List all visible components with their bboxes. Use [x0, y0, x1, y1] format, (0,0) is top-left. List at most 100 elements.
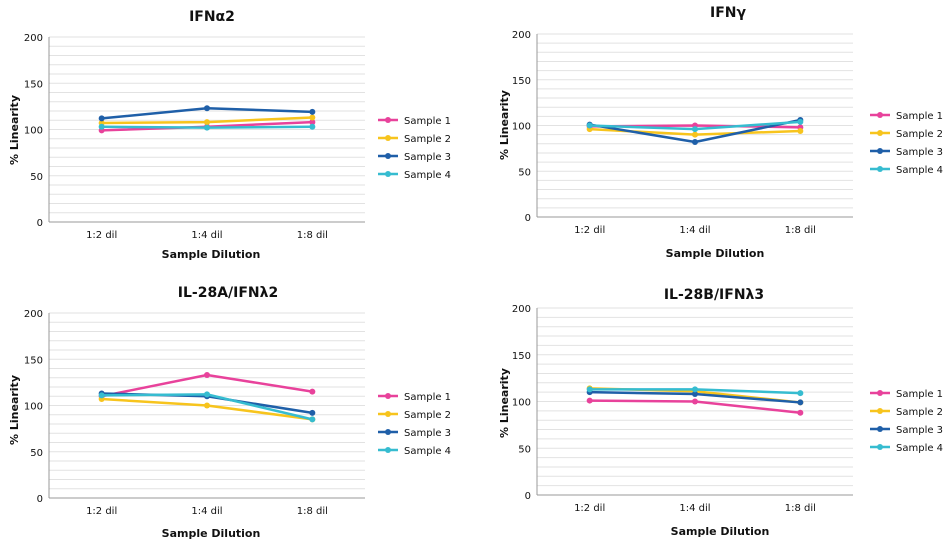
- chart-title: IL-28A/IFNλ2: [178, 285, 278, 301]
- y-tick-label: 200: [24, 309, 43, 320]
- data-point: [204, 119, 210, 126]
- y-tick-label: 150: [512, 76, 531, 87]
- legend-label: Sample 3: [896, 425, 943, 436]
- data-point: [309, 119, 316, 126]
- data-point: [797, 409, 804, 416]
- legend-marker: [877, 444, 883, 450]
- legend-label: Sample 3: [896, 147, 943, 158]
- legend-marker: [877, 408, 883, 414]
- y-tick-label: 0: [525, 213, 531, 224]
- x-tick-label: 1:4 dil: [191, 230, 222, 241]
- x-axis-title: Sample Dilution: [162, 527, 261, 540]
- legend-label: Sample 1: [896, 389, 943, 400]
- x-tick-label: 1:4 dil: [679, 503, 710, 514]
- data-point: [98, 115, 105, 122]
- legend-marker: [877, 112, 883, 118]
- data-point: [692, 398, 698, 405]
- y-tick-label: 200: [512, 30, 531, 41]
- legend-marker: [385, 171, 391, 177]
- legend-label: Sample 2: [404, 134, 451, 145]
- x-axis-title: Sample Dilution: [666, 247, 765, 260]
- x-axis-title: Sample Dilution: [162, 248, 261, 261]
- data-point: [586, 397, 593, 404]
- data-point: [692, 391, 698, 398]
- data-point: [586, 122, 593, 129]
- legend-item: Sample 2: [870, 407, 943, 418]
- y-axis-title: % Linearity: [498, 368, 511, 438]
- y-tick-label: 0: [37, 494, 43, 505]
- data-point: [204, 391, 210, 398]
- legend-item: Sample 2: [378, 134, 451, 145]
- legend-item: Sample 3: [870, 147, 943, 158]
- y-tick-label: 100: [24, 402, 43, 413]
- legend-item: Sample 1: [870, 389, 943, 400]
- x-tick-label: 1:8 dil: [785, 225, 816, 236]
- y-tick-label: 100: [512, 122, 531, 133]
- x-tick-label: 1:8 dil: [297, 230, 328, 241]
- legend-label: Sample 4: [404, 170, 451, 181]
- data-point: [692, 386, 698, 393]
- legend-label: Sample 2: [896, 407, 943, 418]
- legend-item: Sample 3: [378, 428, 451, 439]
- legend-label: Sample 2: [404, 410, 451, 421]
- data-point: [204, 402, 210, 409]
- data-point: [692, 138, 698, 145]
- chart-2: 0 50 100 150 200 1:2 dil 1:4 dil 1:8 dil IFNγ Sam…: [498, 5, 943, 260]
- data-point: [692, 131, 698, 138]
- legend-marker: [877, 148, 883, 154]
- data-point: [797, 127, 804, 134]
- x-tick-label: 1:2 dil: [86, 230, 117, 241]
- data-point: [309, 416, 316, 423]
- legend-label: Sample 3: [404, 152, 451, 163]
- y-tick-label: 0: [525, 491, 531, 502]
- chart-title: IFNγ: [710, 5, 746, 21]
- legend-marker: [877, 390, 883, 396]
- data-point: [309, 123, 316, 130]
- chart-1: 0 50 100 150 200 1:2 dil 1:4 dil 1:8 dil IFNα2 Sa…: [8, 9, 451, 261]
- y-tick-label: 0: [37, 218, 43, 229]
- legend-item: Sample 2: [378, 410, 451, 421]
- data-point: [692, 126, 698, 133]
- legend-label: Sample 1: [404, 392, 451, 403]
- legend-marker: [385, 447, 391, 453]
- legend-marker: [877, 130, 883, 136]
- data-point: [797, 390, 804, 397]
- legend-label: Sample 4: [896, 165, 943, 176]
- data-point: [586, 386, 593, 393]
- x-tick-label: 1:4 dil: [679, 225, 710, 236]
- data-point: [98, 392, 105, 399]
- series-line-2: [101, 397, 313, 421]
- legend-marker: [385, 153, 391, 159]
- chart-4: 0 50 100 150 200 1:2 dil 1:4 dil 1:8 dil IL-28B/…: [498, 287, 943, 538]
- legend-marker: [877, 426, 883, 432]
- legend-label: Sample 3: [404, 428, 451, 439]
- legend-label: Sample 1: [896, 111, 943, 122]
- y-tick-label: 150: [24, 79, 43, 90]
- legend-item: Sample 3: [378, 152, 451, 163]
- legend-label: Sample 1: [404, 116, 451, 127]
- data-point: [309, 108, 316, 115]
- data-point: [204, 371, 210, 378]
- x-tick-label: 1:2 dil: [574, 503, 605, 514]
- data-point: [98, 123, 105, 130]
- legend-marker: [385, 411, 391, 417]
- data-point: [797, 399, 804, 406]
- x-tick-label: 1:8 dil: [785, 503, 816, 514]
- legend-marker: [385, 393, 391, 399]
- legend-item: Sample 4: [378, 170, 451, 181]
- legend-item: Sample 1: [870, 111, 943, 122]
- x-tick-label: 1:8 dil: [297, 506, 328, 517]
- data-point: [309, 114, 316, 121]
- legend-label: Sample 2: [896, 129, 943, 140]
- y-tick-label: 150: [24, 355, 43, 366]
- legend-marker: [385, 135, 391, 141]
- legend-marker: [877, 166, 883, 172]
- legend-item: Sample 1: [378, 116, 451, 127]
- x-tick-label: 1:2 dil: [574, 225, 605, 236]
- legend-label: Sample 4: [896, 443, 943, 454]
- legend-item: Sample 4: [870, 165, 943, 176]
- y-tick-label: 200: [512, 304, 531, 315]
- legend-marker: [385, 429, 391, 435]
- x-tick-label: 1:4 dil: [191, 506, 222, 517]
